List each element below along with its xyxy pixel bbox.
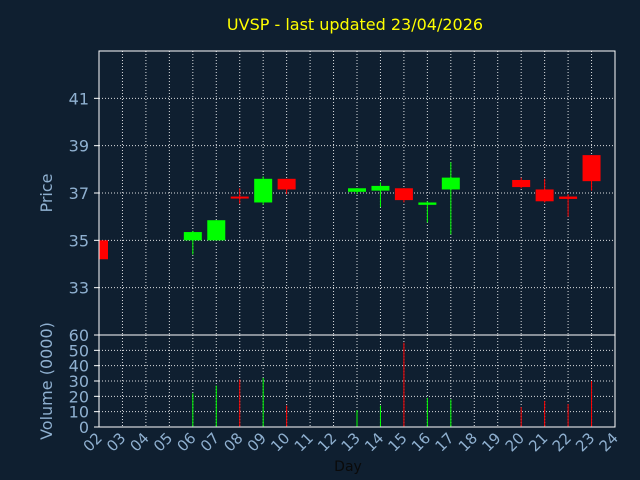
price-tick-label: 41 (69, 89, 89, 108)
candle-body (582, 155, 601, 182)
candle-body (512, 179, 531, 188)
candle-body (371, 185, 390, 191)
volume-axis-label: Volume (0000) (37, 322, 56, 440)
volume-series (192, 342, 593, 427)
candle-body (183, 232, 202, 241)
candle-body (418, 202, 437, 205)
candle-body (230, 196, 249, 199)
candle-body (254, 178, 273, 203)
price-tick-label: 39 (69, 137, 89, 156)
volume-tick-label: 50 (69, 341, 89, 360)
candle-body (207, 220, 226, 241)
x-axis-ticks: 0203040506070809101112131415161718192021… (80, 429, 622, 455)
candlestick-series (98, 155, 601, 260)
volume-tick-label: 0 (79, 418, 89, 437)
candle-body (99, 240, 108, 260)
price-tick-label: 33 (69, 279, 89, 298)
chart-title: UVSP - last updated 23/04/2026 (227, 15, 483, 34)
candle-body (559, 196, 578, 199)
volume-tick-label: 30 (69, 372, 89, 391)
candle-body (348, 188, 366, 192)
volume-panel-frame (98, 334, 616, 428)
volume-tick-label: 60 (69, 326, 89, 345)
price-axis-ticks: 33 35 37 39 41 (69, 89, 99, 298)
price-tick-label: 35 (69, 231, 89, 250)
candle-body (441, 177, 460, 190)
candle-body (394, 188, 413, 201)
candle-body (535, 189, 554, 202)
x-axis-label: Day (334, 459, 362, 475)
price-axis-label: Price (37, 173, 56, 212)
candle-body (277, 178, 296, 190)
price-tick-label: 37 (69, 184, 89, 203)
volume-tick-label: 10 (69, 403, 89, 422)
volume-tick-label: 40 (69, 357, 89, 376)
volume-tick-label: 20 (69, 387, 89, 406)
